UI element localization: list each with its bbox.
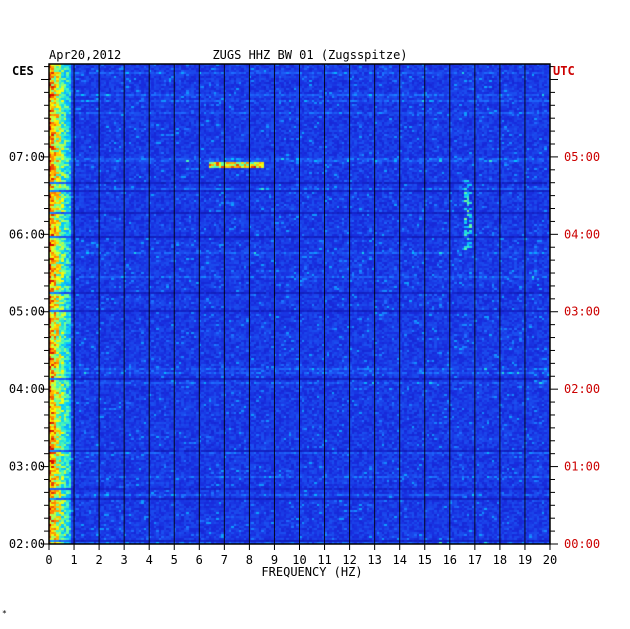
x-tick-label: 10	[292, 553, 306, 567]
x-tick-label: 8	[246, 553, 253, 567]
right-time-label: 04:00	[564, 227, 600, 241]
chart-title: ZUGS HHZ BW 01 (Zugsspitze)	[212, 48, 407, 62]
footer-mark: *	[2, 609, 7, 618]
x-tick-label: 0	[45, 553, 52, 567]
left-time-label: 07:00	[9, 150, 45, 164]
x-tick-label: 11	[317, 553, 331, 567]
right-time-label: 00:00	[564, 537, 600, 551]
right-time-label: 03:00	[564, 305, 600, 319]
date-label: Apr20,2012	[49, 48, 121, 62]
x-tick-label: 15	[418, 553, 432, 567]
x-tick-label: 7	[221, 553, 228, 567]
x-axis-label: FREQUENCY (HZ)	[261, 565, 362, 579]
axis-ticks	[41, 66, 558, 550]
x-tick-label: 18	[493, 553, 507, 567]
left-time-label: 05:00	[9, 305, 45, 319]
x-tick-label: 1	[70, 553, 77, 567]
x-tick-label: 16	[443, 553, 457, 567]
x-tick-label: 20	[543, 553, 557, 567]
right-time-label: 05:00	[564, 150, 600, 164]
x-tick-label: 4	[146, 553, 153, 567]
left-time-label: 03:00	[9, 460, 45, 474]
x-tick-label: 3	[121, 553, 128, 567]
left-axis-label: CES	[12, 64, 34, 78]
right-axis-label: UTC	[553, 64, 575, 78]
x-tick-label: 17	[468, 553, 482, 567]
left-time-label: 04:00	[9, 382, 45, 396]
left-time-label: 06:00	[9, 227, 45, 241]
x-tick-label: 2	[95, 553, 102, 567]
grid-lines	[48, 64, 551, 544]
left-time-label: 02:00	[9, 537, 45, 551]
x-tick-label: 5	[171, 553, 178, 567]
x-tick-label: 6	[196, 553, 203, 567]
right-time-label: 01:00	[564, 460, 600, 474]
right-time-label: 02:00	[564, 382, 600, 396]
x-tick-label: 19	[518, 553, 532, 567]
x-tick-label: 14	[392, 553, 406, 567]
x-tick-label: 9	[271, 553, 278, 567]
x-tick-label: 13	[367, 553, 381, 567]
x-tick-label: 12	[342, 553, 356, 567]
